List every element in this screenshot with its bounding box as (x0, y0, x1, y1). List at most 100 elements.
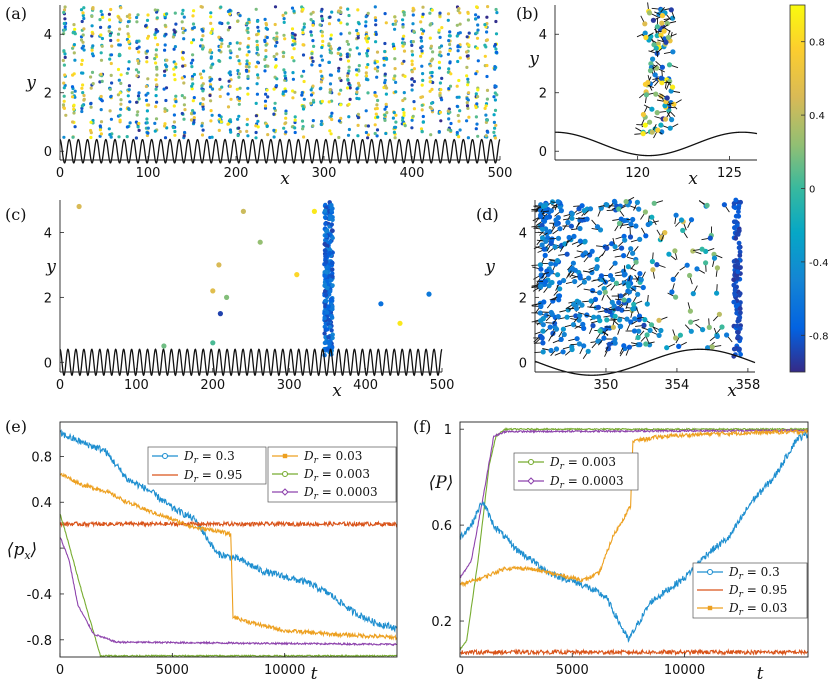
particle (127, 34, 131, 39)
particle (312, 44, 316, 49)
legend-entry: Dr = 0.03 (697, 601, 787, 618)
particle (532, 283, 544, 292)
particle (63, 25, 67, 29)
particle (411, 22, 415, 26)
particle (134, 120, 138, 124)
panel-e: (e) 0 5000 10000 0.8 0.4 -0.4 -0.8 t ⟨px⟩ Dr = 0… (5, 417, 398, 681)
particle (571, 225, 583, 232)
particle (366, 63, 370, 67)
particle (339, 88, 343, 92)
particle (421, 114, 425, 119)
particle (688, 319, 700, 325)
particle (135, 46, 139, 51)
particle (632, 291, 641, 303)
particle (274, 57, 278, 62)
particle (493, 126, 497, 130)
particle (623, 196, 635, 205)
particle (345, 52, 349, 56)
particle (209, 99, 213, 103)
particle (604, 341, 613, 353)
particle (457, 95, 461, 99)
particle (180, 56, 184, 60)
particle (246, 26, 250, 30)
legend-label: Dr = 0.95 (183, 468, 242, 485)
particle (693, 246, 705, 252)
particle (533, 340, 546, 346)
particle (309, 30, 313, 34)
particle (420, 49, 424, 53)
particle (181, 8, 185, 12)
x-tick-label: 0 (56, 663, 64, 678)
particle (456, 31, 461, 35)
particle (401, 25, 405, 29)
band-particle (323, 298, 328, 304)
particle (292, 9, 296, 13)
series-line (59, 513, 398, 658)
particle (410, 49, 414, 53)
particle (402, 13, 406, 17)
particle (156, 43, 160, 47)
particle (384, 92, 388, 96)
particle (293, 126, 297, 130)
y-axis-label: y (25, 73, 36, 93)
particle (476, 28, 480, 32)
particle (429, 133, 433, 137)
particle (428, 36, 432, 40)
particle (237, 102, 241, 106)
particle (484, 45, 488, 49)
particle (382, 56, 386, 61)
colorbar-tick-label: -0.4 (809, 258, 829, 269)
particle (319, 54, 323, 58)
particle (345, 55, 349, 59)
particle (145, 60, 149, 64)
particle (153, 8, 157, 12)
particle (420, 129, 424, 133)
particle (356, 36, 360, 40)
particle (364, 71, 368, 75)
particle (412, 100, 416, 104)
particle (245, 123, 249, 127)
particle (567, 233, 577, 244)
colorbar-tick-label: 0.8 (809, 38, 825, 49)
particle (90, 70, 95, 74)
y-axis-label: ⟨px⟩ (7, 540, 37, 562)
band-particle (325, 278, 330, 284)
particle (356, 116, 360, 120)
particle (706, 318, 712, 330)
particle (89, 135, 93, 140)
particle (164, 64, 169, 69)
particle (247, 50, 251, 54)
particle (465, 101, 469, 105)
particle (146, 91, 150, 95)
particle (182, 15, 186, 19)
particle (300, 74, 304, 78)
particle (329, 47, 333, 51)
panel-a: (a) 0 100 200 300 400 500 0 2 4 x y (5, 4, 512, 189)
particle (357, 52, 361, 56)
particle (191, 22, 196, 26)
particle (412, 8, 416, 12)
particle (108, 109, 112, 113)
particle (565, 301, 577, 309)
y-axis-label: ⟨P⟩ (429, 473, 454, 493)
particle (172, 73, 176, 77)
particle (107, 18, 112, 22)
particle (154, 61, 158, 65)
particle (737, 346, 742, 352)
particle (589, 304, 602, 310)
particle (302, 135, 306, 139)
particle (220, 85, 224, 89)
particle (652, 65, 658, 78)
particle (625, 328, 638, 334)
particle (281, 92, 285, 96)
particle (531, 318, 544, 324)
particle (737, 253, 743, 258)
legend-label: Dr = 0.003 (303, 467, 370, 484)
particle (320, 30, 324, 34)
particle (365, 54, 369, 58)
particle (309, 88, 313, 92)
y-tick-label: 0 (539, 145, 547, 160)
particle (345, 74, 350, 78)
band-particle (322, 340, 328, 346)
legend-label: Dr = 0.03 (728, 601, 787, 618)
